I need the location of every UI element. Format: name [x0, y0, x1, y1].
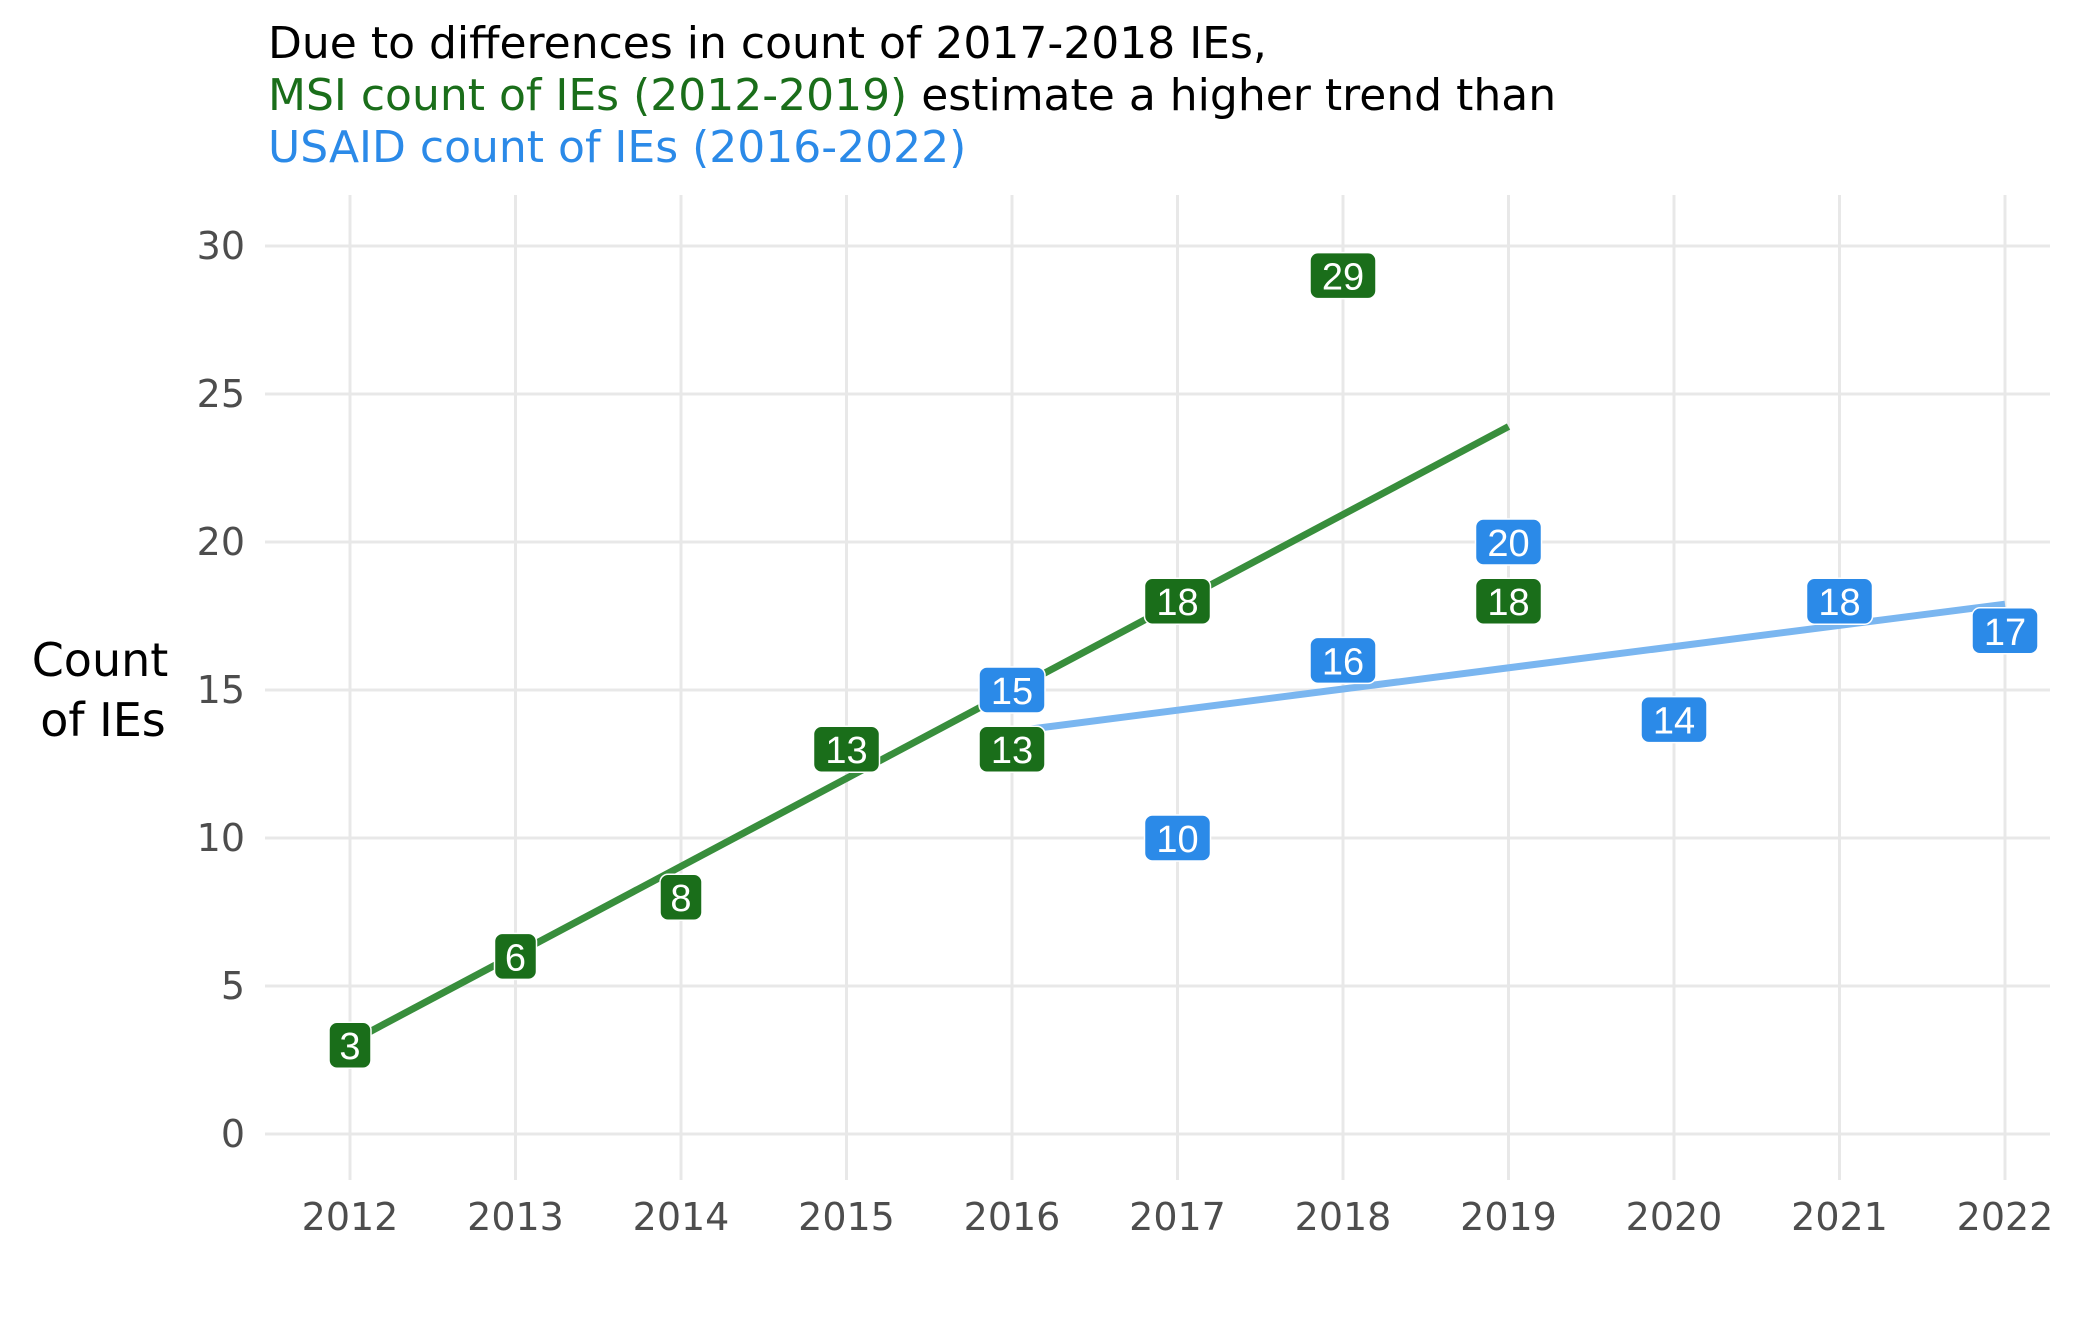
point-label-text: 6	[505, 937, 526, 979]
point-label-text: 15	[991, 671, 1033, 713]
point-label-box	[812, 725, 881, 773]
y-tick-label-0: 0	[221, 1112, 245, 1156]
point-label-s1-2022: 17	[1971, 607, 2039, 655]
title-line-2-rest: estimate a higher trend than	[907, 70, 1556, 121]
point-label-s0-2016: 13	[978, 725, 1046, 773]
y-tick-label-30: 30	[197, 224, 245, 268]
point-label-box	[493, 932, 538, 981]
point-label-s1-2021: 18	[1805, 577, 1874, 625]
point-label-s1-2017: 10	[1143, 814, 1212, 862]
title-line-1: Due to differences in count of 2017-2018…	[268, 18, 1267, 69]
x-tick-label-2016: 2016	[964, 1195, 1061, 1239]
point-label-s1-2020: 14	[1640, 695, 1708, 744]
trend-lines	[348, 423, 2006, 1046]
point-label-box	[1309, 251, 1377, 300]
point-label-box	[978, 725, 1046, 773]
x-tick-label-2014: 2014	[633, 1195, 730, 1239]
point-label-text: 17	[1984, 612, 2026, 654]
point-label-text: 16	[1322, 641, 1364, 683]
point-label-text: 20	[1487, 523, 1529, 565]
point-label-text: 18	[1818, 582, 1860, 624]
point-label-text: 18	[1156, 582, 1198, 624]
trend-line-series-0	[348, 423, 1511, 1046]
point-label-s1-2016: 15	[978, 666, 1046, 714]
point-label-box	[1640, 695, 1708, 744]
x-tick-label-2021: 2021	[1791, 1195, 1888, 1239]
chart-title: Due to differences in count of 2017-2018…	[268, 18, 1556, 173]
point-label-s0-2013: 6	[493, 932, 538, 981]
title-line-2: MSI count of IEs (2012-2019) estimate a …	[268, 70, 1556, 121]
point-label-box	[1143, 577, 1212, 625]
point-label-box	[1971, 607, 2039, 655]
x-tick-label-2019: 2019	[1460, 1195, 1557, 1239]
point-label-s1-2018: 16	[1309, 636, 1377, 685]
y-axis-label: Count of IEs	[32, 633, 169, 747]
point-label-s0-2014: 8	[659, 873, 703, 921]
title-line-3: USAID count of IEs (2016-2022)	[268, 122, 966, 173]
point-label-box	[978, 666, 1046, 714]
y-axis-ticks: 0 5 10 15 20 25 30	[197, 224, 245, 1156]
point-label-text: 18	[1487, 582, 1529, 624]
point-label-box	[659, 873, 703, 921]
title-msi-series: MSI count of IEs (2012-2019)	[268, 70, 907, 121]
point-label-text: 13	[991, 730, 1033, 772]
trend-line-series-1	[1011, 600, 2006, 735]
y-tick-label-25: 25	[197, 372, 245, 416]
y-axis-label-line-2: of IEs	[40, 693, 166, 747]
point-label-text: 29	[1322, 257, 1364, 299]
x-tick-label-2012: 2012	[302, 1195, 399, 1239]
point-label-s1-2019: 20	[1474, 518, 1543, 566]
x-tick-label-2015: 2015	[798, 1195, 895, 1239]
point-label-text: 8	[670, 878, 691, 920]
point-label-box	[1805, 577, 1874, 625]
y-axis-label-line-1: Count	[32, 633, 169, 687]
point-label-s0-2017: 18	[1143, 577, 1212, 625]
point-label-box	[1474, 577, 1543, 625]
y-tick-label-15: 15	[197, 668, 245, 712]
grid	[265, 195, 2050, 1180]
x-tick-label-2022: 2022	[1957, 1195, 2054, 1239]
point-label-s0-2015: 13	[812, 725, 881, 773]
point-label-box	[1309, 636, 1377, 685]
point-label-text: 14	[1653, 701, 1695, 743]
x-tick-label-2020: 2020	[1626, 1195, 1723, 1239]
x-tick-label-2017: 2017	[1129, 1195, 1226, 1239]
data-labels: 3 6 8 13 13 18 29 18 15 10 16 20 14 18 17	[328, 251, 2039, 1069]
x-tick-label-2013: 2013	[467, 1195, 564, 1239]
point-label-s0-2019: 18	[1474, 577, 1543, 625]
x-tick-label-2018: 2018	[1295, 1195, 1392, 1239]
point-label-s0-2018: 29	[1309, 251, 1377, 300]
point-label-text: 3	[339, 1026, 360, 1068]
x-axis-ticks: 2012 2013 2014 2015 2016 2017 2018 2019 2020 2021…	[302, 1195, 2054, 1239]
point-label-text: 10	[1156, 819, 1198, 861]
point-label-text: 13	[825, 730, 867, 772]
point-label-box	[1143, 814, 1212, 862]
y-tick-label-20: 20	[197, 520, 245, 564]
y-tick-label-10: 10	[197, 816, 245, 860]
point-label-box	[1474, 518, 1543, 566]
y-tick-label-5: 5	[221, 964, 245, 1008]
point-label-s0-2012: 3	[328, 1021, 372, 1069]
point-label-box	[328, 1021, 372, 1069]
